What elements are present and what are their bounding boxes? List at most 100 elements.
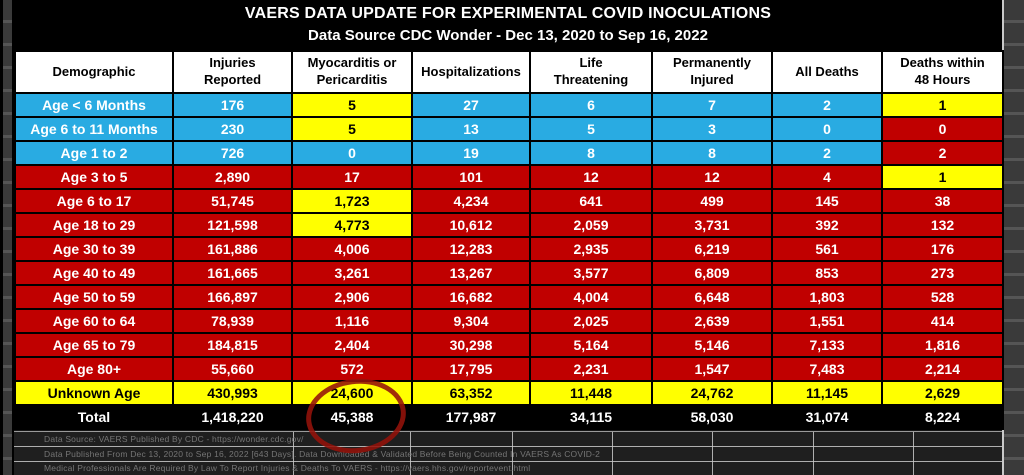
data-cell[interactable]: 16,682 bbox=[411, 284, 531, 310]
data-cell[interactable]: 4,773 bbox=[291, 212, 413, 238]
column-header-hospitalizations[interactable]: Hospitalizations bbox=[411, 50, 531, 94]
column-header-deaths-48h[interactable]: Deaths within 48 Hours bbox=[881, 50, 1004, 94]
data-cell[interactable]: 17 bbox=[291, 164, 413, 190]
column-header-injuries[interactable]: Injuries Reported bbox=[172, 50, 293, 94]
row-label[interactable]: Age 60 to 64 bbox=[14, 308, 174, 334]
data-cell[interactable]: 132 bbox=[881, 212, 1004, 238]
data-cell[interactable]: 2,906 bbox=[291, 284, 413, 310]
data-cell[interactable]: 78,939 bbox=[172, 308, 293, 334]
row-label[interactable]: Age 3 to 5 bbox=[14, 164, 174, 190]
data-cell[interactable]: 161,665 bbox=[172, 260, 293, 286]
row-label[interactable]: Age 6 to 17 bbox=[14, 188, 174, 214]
data-cell[interactable]: 561 bbox=[771, 236, 883, 262]
data-cell[interactable]: 19 bbox=[411, 140, 531, 166]
row-label[interactable]: Age 65 to 79 bbox=[14, 332, 174, 358]
data-cell[interactable]: 3,577 bbox=[529, 260, 653, 286]
data-cell[interactable]: 161,886 bbox=[172, 236, 293, 262]
data-cell[interactable]: 1 bbox=[881, 164, 1004, 190]
data-cell[interactable]: 31,074 bbox=[771, 404, 883, 430]
data-cell[interactable]: 7 bbox=[651, 92, 773, 118]
data-cell[interactable]: 641 bbox=[529, 188, 653, 214]
data-cell[interactable]: 34,115 bbox=[529, 404, 653, 430]
data-cell[interactable]: 1 bbox=[881, 92, 1004, 118]
data-cell[interactable]: 3 bbox=[651, 116, 773, 142]
data-cell[interactable]: 4,004 bbox=[529, 284, 653, 310]
data-cell[interactable]: 6,219 bbox=[651, 236, 773, 262]
data-cell[interactable]: 30,298 bbox=[411, 332, 531, 358]
data-cell[interactable]: 5,146 bbox=[651, 332, 773, 358]
data-cell[interactable]: 2,231 bbox=[529, 356, 653, 382]
data-cell[interactable]: 528 bbox=[881, 284, 1004, 310]
data-cell[interactable]: 4 bbox=[771, 164, 883, 190]
data-cell[interactable]: 8 bbox=[529, 140, 653, 166]
data-cell[interactable]: 853 bbox=[771, 260, 883, 286]
column-header-myocarditis[interactable]: Myocarditis or Pericarditis bbox=[291, 50, 413, 94]
row-label[interactable]: Age 1 to 2 bbox=[14, 140, 174, 166]
data-cell[interactable]: 145 bbox=[771, 188, 883, 214]
data-cell[interactable]: 121,598 bbox=[172, 212, 293, 238]
data-cell[interactable]: 101 bbox=[411, 164, 531, 190]
data-cell[interactable]: 6,809 bbox=[651, 260, 773, 286]
data-cell[interactable]: 27 bbox=[411, 92, 531, 118]
data-cell[interactable]: 0 bbox=[881, 116, 1004, 142]
data-cell[interactable]: 24,762 bbox=[651, 380, 773, 406]
data-cell[interactable]: 1,418,220 bbox=[172, 404, 293, 430]
data-cell[interactable]: 414 bbox=[881, 308, 1004, 334]
data-cell[interactable]: 430,993 bbox=[172, 380, 293, 406]
data-cell[interactable]: 177,987 bbox=[411, 404, 531, 430]
data-cell[interactable]: 13,267 bbox=[411, 260, 531, 286]
data-cell[interactable]: 1,803 bbox=[771, 284, 883, 310]
column-header-permanently-injured[interactable]: Permanently Injured bbox=[651, 50, 773, 94]
data-cell[interactable]: 12 bbox=[651, 164, 773, 190]
row-label[interactable]: Age 30 to 39 bbox=[14, 236, 174, 262]
data-cell[interactable]: 6,648 bbox=[651, 284, 773, 310]
data-cell[interactable]: 184,815 bbox=[172, 332, 293, 358]
data-cell[interactable]: 7,483 bbox=[771, 356, 883, 382]
column-header-all-deaths[interactable]: All Deaths bbox=[771, 50, 883, 94]
row-label[interactable]: Age 40 to 49 bbox=[14, 260, 174, 286]
row-label[interactable]: Age 50 to 59 bbox=[14, 284, 174, 310]
data-cell[interactable]: 12 bbox=[529, 164, 653, 190]
data-cell[interactable]: 17,795 bbox=[411, 356, 531, 382]
data-cell[interactable]: 1,723 bbox=[291, 188, 413, 214]
data-cell[interactable]: 11,145 bbox=[771, 380, 883, 406]
data-cell[interactable]: 2 bbox=[881, 140, 1004, 166]
column-header-life-threatening[interactable]: Life Threatening bbox=[529, 50, 653, 94]
column-header-demographic[interactable]: Demographic bbox=[14, 50, 174, 94]
data-cell[interactable]: 2,639 bbox=[651, 308, 773, 334]
row-label[interactable]: Age 6 to 11 Months bbox=[14, 116, 174, 142]
row-label[interactable]: Age 80+ bbox=[14, 356, 174, 382]
data-cell[interactable]: 8,224 bbox=[881, 404, 1004, 430]
data-cell[interactable]: 2,059 bbox=[529, 212, 653, 238]
data-cell[interactable]: 176 bbox=[881, 236, 1004, 262]
data-cell[interactable]: 2,214 bbox=[881, 356, 1004, 382]
data-cell[interactable]: 24,600 bbox=[291, 380, 413, 406]
data-cell[interactable]: 2,935 bbox=[529, 236, 653, 262]
data-cell[interactable]: 392 bbox=[771, 212, 883, 238]
data-cell[interactable]: 2,629 bbox=[881, 380, 1004, 406]
data-cell[interactable]: 5,164 bbox=[529, 332, 653, 358]
data-cell[interactable]: 0 bbox=[771, 116, 883, 142]
data-cell[interactable]: 499 bbox=[651, 188, 773, 214]
data-cell[interactable]: 2 bbox=[771, 92, 883, 118]
data-cell[interactable]: 12,283 bbox=[411, 236, 531, 262]
data-cell[interactable]: 4,234 bbox=[411, 188, 531, 214]
data-cell[interactable]: 1,551 bbox=[771, 308, 883, 334]
data-cell[interactable]: 1,816 bbox=[881, 332, 1004, 358]
data-cell[interactable]: 38 bbox=[881, 188, 1004, 214]
data-cell[interactable]: 8 bbox=[651, 140, 773, 166]
data-cell[interactable]: 2,025 bbox=[529, 308, 653, 334]
data-cell[interactable]: 11,448 bbox=[529, 380, 653, 406]
row-label[interactable]: Unknown Age bbox=[14, 380, 174, 406]
data-cell[interactable]: 572 bbox=[291, 356, 413, 382]
data-cell[interactable]: 3,731 bbox=[651, 212, 773, 238]
data-cell[interactable]: 55,660 bbox=[172, 356, 293, 382]
data-cell[interactable]: 5 bbox=[291, 116, 413, 142]
data-cell[interactable]: 176 bbox=[172, 92, 293, 118]
data-cell[interactable]: 13 bbox=[411, 116, 531, 142]
data-cell[interactable]: 726 bbox=[172, 140, 293, 166]
data-cell[interactable]: 1,547 bbox=[651, 356, 773, 382]
data-cell[interactable]: 1,116 bbox=[291, 308, 413, 334]
data-cell[interactable]: 63,352 bbox=[411, 380, 531, 406]
data-cell[interactable]: 5 bbox=[529, 116, 653, 142]
